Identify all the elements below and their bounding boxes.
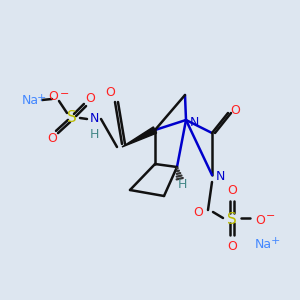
- Text: −: −: [266, 211, 276, 221]
- Text: +: +: [36, 93, 46, 103]
- Text: N: N: [215, 170, 225, 184]
- Text: O: O: [85, 92, 95, 104]
- Text: Na: Na: [255, 238, 272, 250]
- Text: O: O: [255, 214, 265, 226]
- Text: +: +: [270, 236, 280, 246]
- Text: O: O: [47, 133, 57, 146]
- Text: N: N: [89, 112, 99, 125]
- Text: O: O: [230, 104, 240, 118]
- Polygon shape: [122, 127, 157, 147]
- Text: S: S: [67, 110, 77, 125]
- Text: O: O: [193, 206, 203, 220]
- Text: H: H: [89, 128, 99, 140]
- Text: O: O: [48, 91, 58, 103]
- Text: O: O: [227, 239, 237, 253]
- Text: O: O: [227, 184, 237, 197]
- Text: H: H: [177, 178, 187, 191]
- Text: N: N: [189, 116, 199, 128]
- Text: Na: Na: [22, 94, 39, 107]
- Text: −: −: [60, 89, 70, 99]
- Text: S: S: [227, 212, 237, 227]
- Text: O: O: [105, 86, 115, 100]
